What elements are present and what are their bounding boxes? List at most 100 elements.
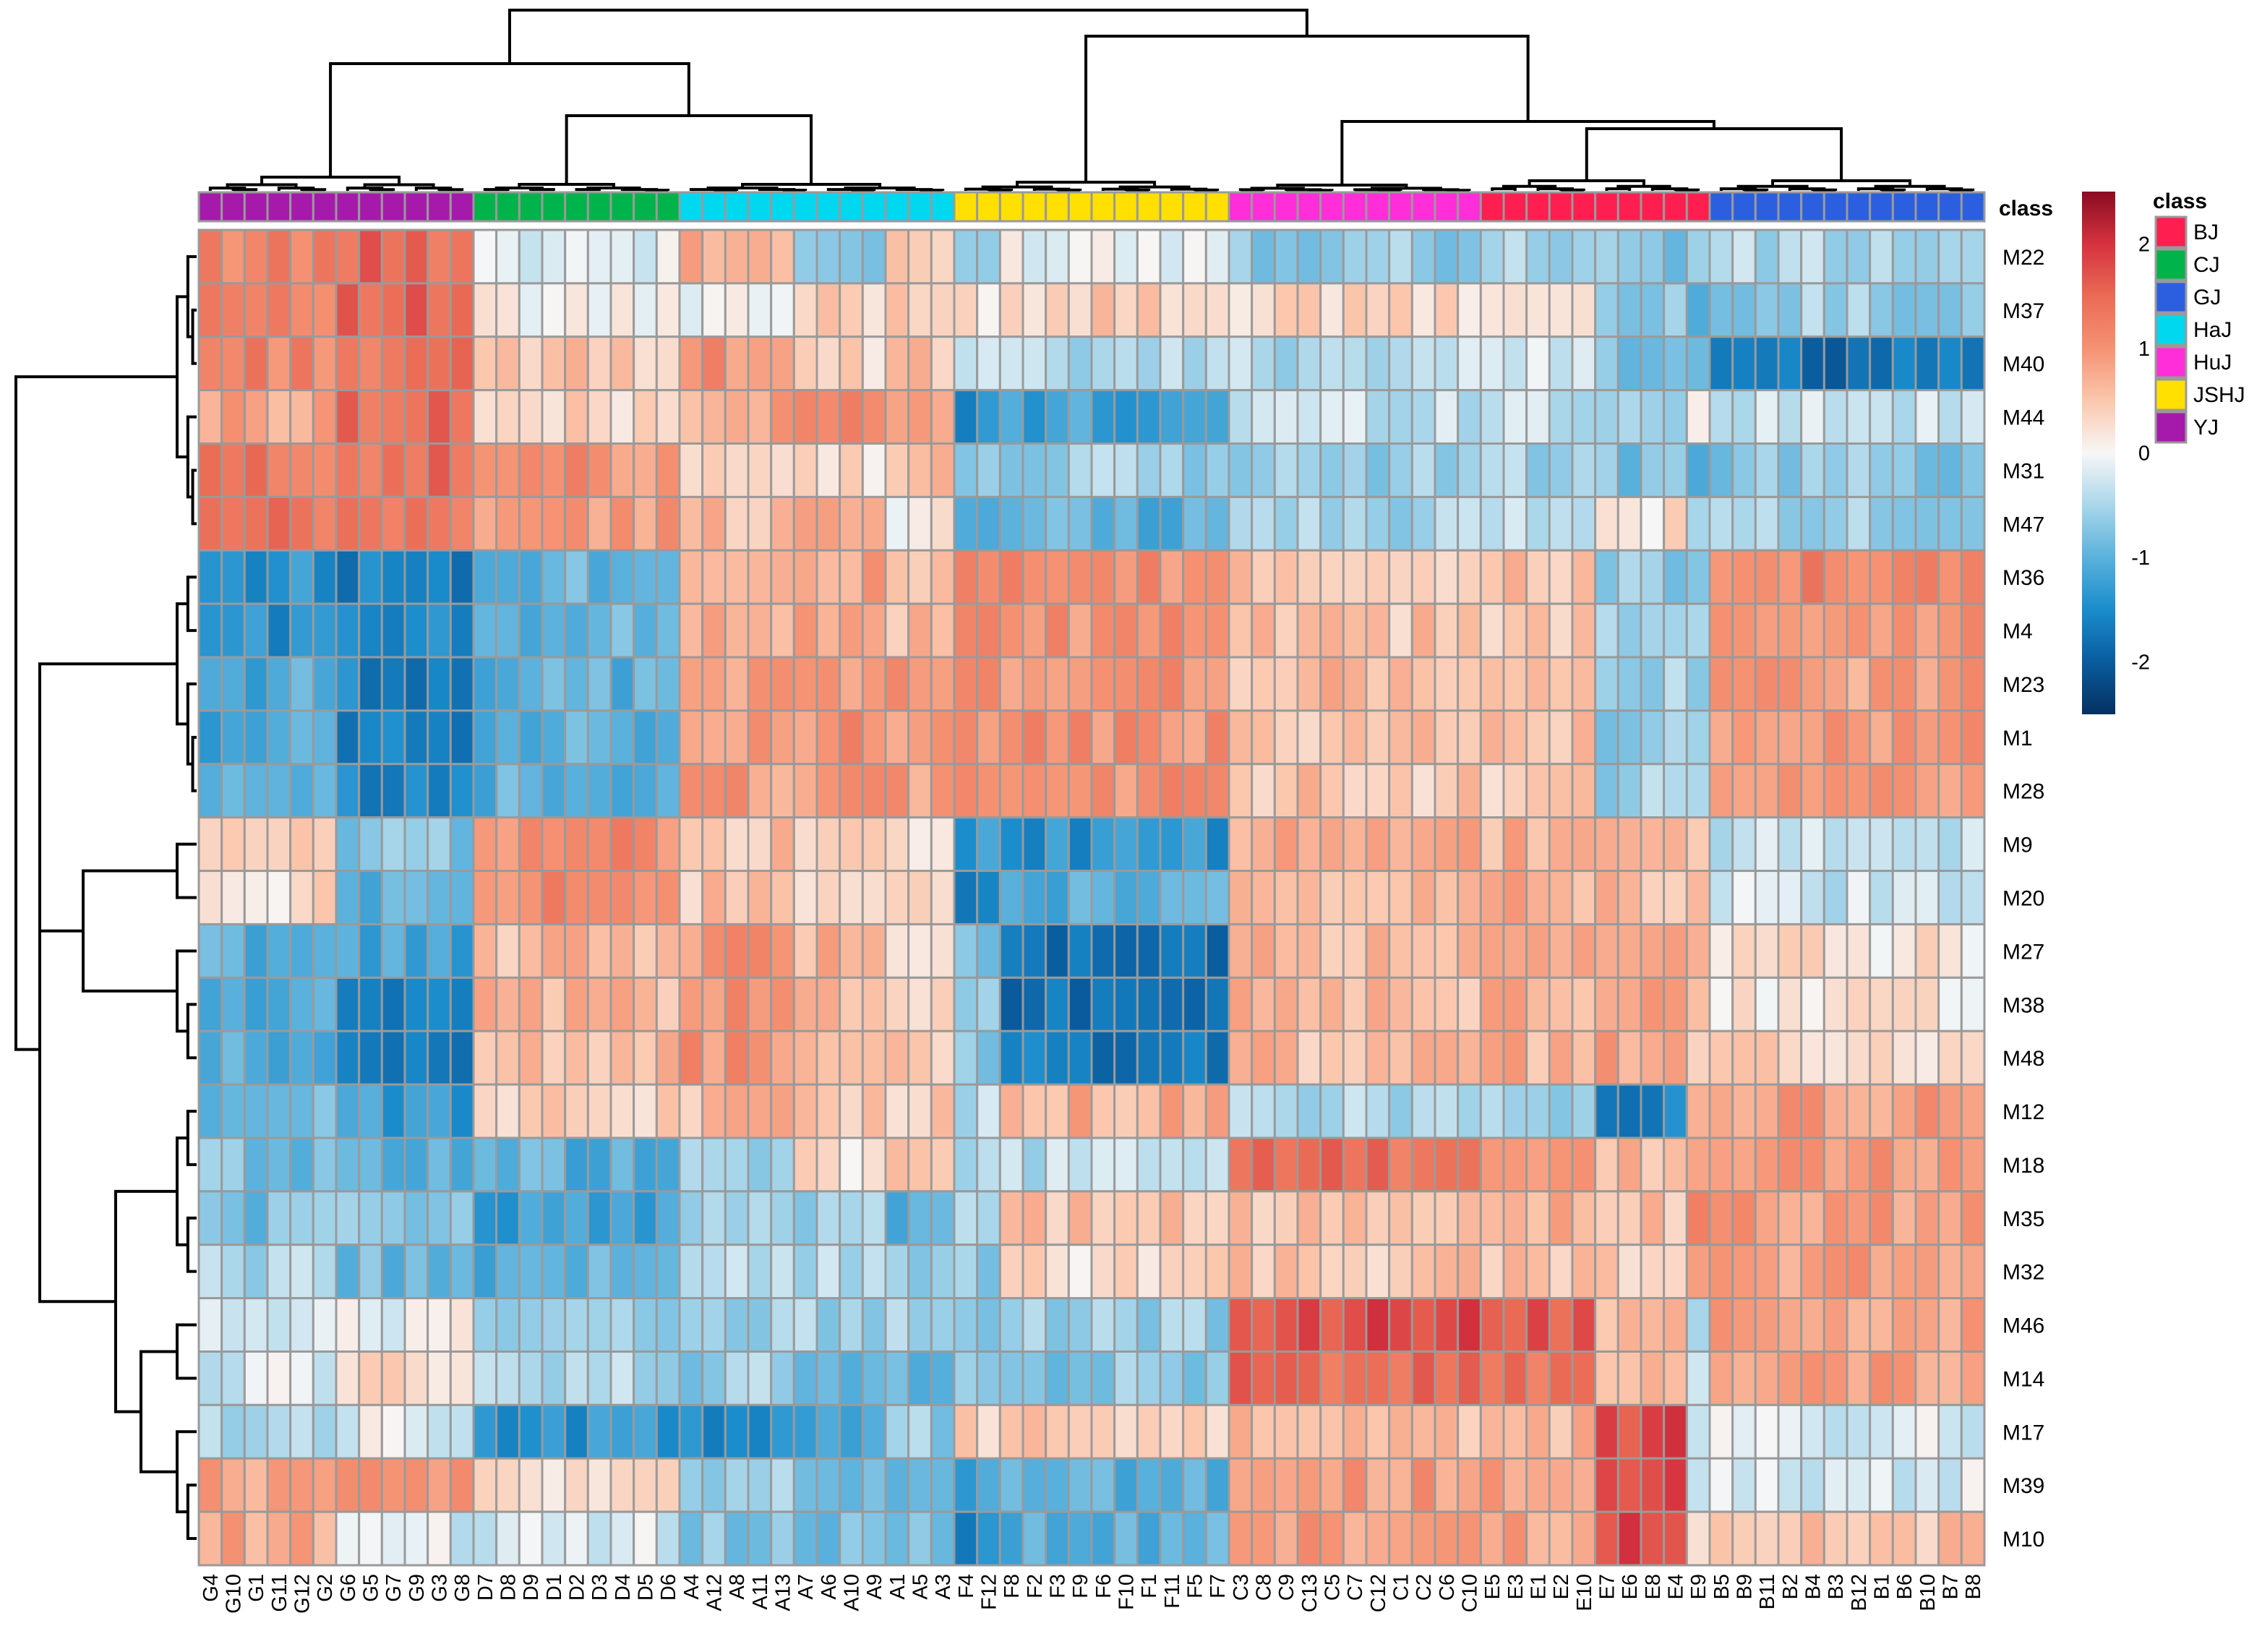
heatmap-cell bbox=[1754, 1457, 1780, 1513]
heatmap-cell bbox=[1204, 1190, 1230, 1246]
heatmap-cell bbox=[1251, 1510, 1276, 1567]
heatmap-cell bbox=[770, 389, 795, 445]
heatmap-cell bbox=[289, 1137, 314, 1193]
heatmap-cell bbox=[792, 656, 818, 712]
class-annotation-cell bbox=[1251, 191, 1276, 223]
heatmap-cell bbox=[564, 709, 589, 766]
heatmap-cell bbox=[358, 602, 383, 659]
heatmap-cell bbox=[1663, 709, 1688, 766]
row-label: M27 bbox=[2002, 940, 2044, 964]
column-label: D6 bbox=[657, 1574, 680, 1601]
heatmap-cell bbox=[953, 1457, 979, 1513]
heatmap-cell bbox=[1388, 1297, 1413, 1353]
heatmap-cell bbox=[1525, 442, 1551, 498]
class-annotation-cell bbox=[1388, 191, 1413, 223]
heatmap-cell bbox=[1182, 1030, 1207, 1086]
heatmap-cell bbox=[1869, 442, 1894, 498]
heatmap-cell bbox=[1937, 1244, 1963, 1300]
dendrogram-link bbox=[186, 1484, 197, 1541]
heatmap-cell bbox=[1571, 816, 1597, 873]
heatmap-cell bbox=[1159, 656, 1185, 712]
heatmap-cell bbox=[655, 228, 681, 285]
heatmap-cell bbox=[678, 442, 704, 498]
heatmap-cell bbox=[907, 495, 933, 552]
heatmap-cell bbox=[1800, 763, 1825, 819]
heatmap-cell bbox=[1777, 923, 1803, 979]
heatmap-cell bbox=[1502, 1510, 1528, 1567]
heatmap-cell bbox=[1846, 709, 1872, 766]
heatmap-cell bbox=[1822, 763, 1848, 819]
heatmap-cell bbox=[472, 1244, 498, 1300]
heatmap-cell bbox=[1045, 228, 1070, 285]
heatmap-cell bbox=[472, 870, 498, 925]
heatmap-cell bbox=[1434, 282, 1460, 338]
heatmap-cell bbox=[243, 656, 269, 712]
heatmap-cell bbox=[1319, 656, 1345, 712]
heatmap-cell bbox=[1410, 1137, 1436, 1193]
heatmap-cell bbox=[930, 1510, 956, 1567]
heatmap-cell bbox=[1045, 1510, 1070, 1567]
heatmap-cell bbox=[747, 1244, 773, 1300]
heatmap-cell bbox=[403, 549, 429, 605]
heatmap-cell bbox=[1136, 870, 1162, 925]
heatmap-cell bbox=[701, 1244, 727, 1300]
heatmap-cell bbox=[1090, 656, 1116, 712]
heatmap-cell bbox=[1937, 1137, 1963, 1193]
heatmap-cell bbox=[541, 870, 567, 925]
class-annotation-cell bbox=[930, 191, 956, 223]
heatmap-cell bbox=[1067, 549, 1093, 605]
heatmap-cell bbox=[1548, 1190, 1574, 1246]
heatmap-cell bbox=[1182, 495, 1207, 552]
heatmap-cell bbox=[1502, 442, 1528, 498]
heatmap-cell bbox=[655, 1137, 681, 1193]
heatmap-cell bbox=[1479, 709, 1505, 766]
heatmap-cell bbox=[701, 1457, 727, 1513]
heatmap-cell bbox=[1319, 335, 1345, 392]
heatmap-cell bbox=[1525, 1297, 1551, 1353]
heatmap-cell bbox=[518, 549, 544, 605]
heatmap-cell bbox=[1822, 656, 1848, 712]
heatmap-cell bbox=[403, 976, 429, 1032]
heatmap-cell bbox=[1525, 1083, 1551, 1139]
heatmap-cell bbox=[770, 1244, 795, 1300]
heatmap-cell bbox=[976, 282, 1001, 338]
heatmap-cell bbox=[1067, 870, 1093, 925]
heatmap-cell bbox=[1594, 495, 1619, 552]
heatmap-cell bbox=[1251, 816, 1276, 873]
heatmap-cell bbox=[1136, 389, 1162, 445]
heatmap-cell bbox=[678, 602, 704, 659]
heatmap-cell bbox=[220, 389, 246, 445]
heatmap-cell bbox=[289, 442, 314, 498]
heatmap-cell bbox=[1502, 228, 1528, 285]
heatmap-cell bbox=[449, 923, 475, 979]
heatmap-cell bbox=[724, 1350, 750, 1406]
heatmap-cell bbox=[1136, 228, 1162, 285]
heatmap-cell bbox=[1914, 1083, 1940, 1139]
heatmap-cell bbox=[312, 1457, 338, 1513]
heatmap-cell bbox=[609, 228, 635, 285]
heatmap-cell bbox=[747, 549, 773, 605]
heatmap-cell bbox=[678, 816, 704, 873]
heatmap-cell bbox=[907, 763, 933, 819]
heatmap-cell bbox=[1479, 1510, 1505, 1567]
column-label: B3 bbox=[1825, 1574, 1848, 1599]
heatmap-cell bbox=[655, 1244, 681, 1300]
heatmap-cell bbox=[839, 1457, 864, 1513]
heatmap-cell bbox=[472, 1190, 498, 1246]
heatmap-cell bbox=[770, 1457, 795, 1513]
heatmap-cell bbox=[953, 923, 979, 979]
heatmap-cell bbox=[1525, 1030, 1551, 1086]
heatmap-cell bbox=[1891, 602, 1917, 659]
heatmap-cell bbox=[518, 1510, 544, 1567]
heatmap-cell bbox=[747, 1030, 773, 1086]
heatmap-cell bbox=[1960, 1403, 1986, 1460]
heatmap-cell bbox=[839, 495, 864, 552]
heatmap-cell bbox=[1616, 1083, 1642, 1139]
heatmap-cell bbox=[1548, 442, 1574, 498]
heatmap-cell bbox=[747, 1083, 773, 1139]
column-label: E8 bbox=[1642, 1574, 1665, 1599]
heatmap-cell bbox=[747, 816, 773, 873]
heatmap-cell bbox=[1616, 602, 1642, 659]
heatmap-cell bbox=[1228, 1297, 1254, 1353]
